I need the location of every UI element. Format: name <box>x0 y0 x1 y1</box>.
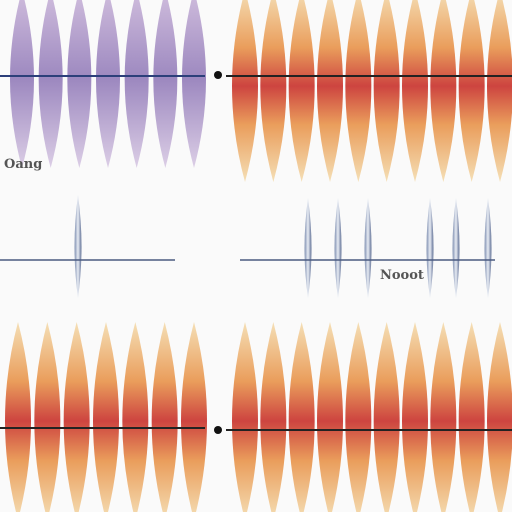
spindle <box>345 0 372 182</box>
spindle <box>317 0 343 182</box>
spindle <box>458 0 485 182</box>
spindle <box>402 0 428 182</box>
spindle <box>402 322 428 512</box>
spindle <box>334 198 342 298</box>
spindle <box>487 322 512 512</box>
spindle <box>122 322 149 512</box>
spindle <box>232 322 258 512</box>
spindle <box>10 0 34 168</box>
spindle <box>452 198 460 298</box>
spindle <box>364 198 372 298</box>
dot <box>214 426 222 434</box>
spindle <box>430 322 457 512</box>
spindle <box>34 322 61 512</box>
spindle <box>181 322 207 512</box>
spindle <box>38 0 63 168</box>
label: Nooot <box>380 268 424 283</box>
spindle <box>96 0 120 168</box>
spindle <box>304 198 312 298</box>
spindle <box>5 322 31 512</box>
spindle <box>153 0 178 168</box>
spindle <box>74 195 82 298</box>
spindle <box>260 0 287 182</box>
label: Oang <box>4 157 42 172</box>
spindle <box>151 322 178 512</box>
spindle <box>260 322 287 512</box>
spindle <box>232 0 258 182</box>
spindle-group <box>5 0 512 512</box>
spindle <box>373 322 400 512</box>
spindle <box>182 0 206 168</box>
spindle <box>426 198 434 298</box>
spindle <box>124 0 149 168</box>
spindle <box>487 0 512 182</box>
spindle <box>458 322 485 512</box>
spindle <box>345 322 372 512</box>
spindle <box>288 0 315 182</box>
spindle <box>288 322 315 512</box>
spindle <box>430 0 457 182</box>
dot <box>214 71 222 79</box>
spindle <box>484 198 492 298</box>
spindle <box>373 0 400 182</box>
spindle <box>67 0 92 168</box>
spindle <box>93 322 119 512</box>
spindle <box>63 322 90 512</box>
spindle <box>317 322 343 512</box>
